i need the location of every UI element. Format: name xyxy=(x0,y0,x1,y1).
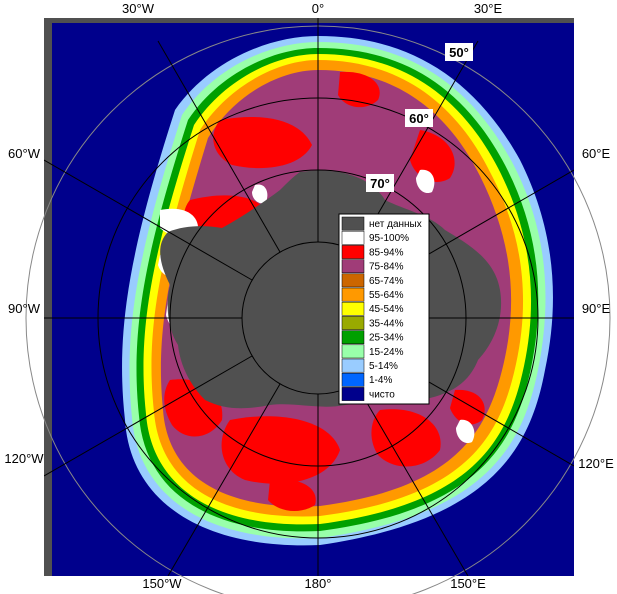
legend-label: чисто xyxy=(369,389,395,400)
lon-label-30e: 30°E xyxy=(474,1,503,16)
lon-label-60w: 60°W xyxy=(8,146,41,161)
lon-label-60e: 60°E xyxy=(582,146,611,161)
legend-swatch xyxy=(341,301,365,316)
legend-item: 65-74% xyxy=(341,273,404,288)
legend-item: чисто xyxy=(341,387,395,401)
lon-label-150w: 150°W xyxy=(142,576,182,591)
lat-label-70: 70° xyxy=(366,174,394,192)
legend-swatch xyxy=(341,344,365,359)
legend-item: 5-14% xyxy=(341,358,398,373)
legend-label: 25-34% xyxy=(369,333,404,344)
legend-swatch xyxy=(341,316,365,330)
lon-label-180: 180° xyxy=(305,576,332,591)
legend-label: 45-54% xyxy=(369,304,404,315)
lon-label-90e: 90°E xyxy=(582,301,611,316)
legend-item: 45-54% xyxy=(341,301,404,316)
lon-label-0: 0° xyxy=(312,1,324,16)
lon-label-150e: 150°E xyxy=(450,576,486,591)
legend-item: 15-24% xyxy=(341,344,404,359)
legend-item: 35-44% xyxy=(341,316,404,330)
legend-item: 1-4% xyxy=(341,372,392,387)
svg-text:70°: 70° xyxy=(370,176,390,191)
legend-swatch xyxy=(341,216,365,231)
legend-item: 85-94% xyxy=(341,245,404,259)
legend-swatch xyxy=(341,372,365,387)
legend-swatch xyxy=(341,230,365,245)
legend-label: 35-44% xyxy=(369,318,404,329)
legend-label: 95-100% xyxy=(369,233,409,244)
lat-label-60: 60° xyxy=(405,109,433,127)
legend-label: 75-84% xyxy=(369,262,404,273)
legend-swatch xyxy=(341,387,365,401)
legend-swatch xyxy=(341,358,365,373)
svg-text:60°: 60° xyxy=(409,111,429,126)
legend-label: 65-74% xyxy=(369,276,404,287)
legend-item: 25-34% xyxy=(341,330,404,345)
lat-label-50: 50° xyxy=(445,43,473,61)
legend-item: 95-100% xyxy=(341,230,409,245)
legend-swatch xyxy=(341,330,365,345)
no-data-strip-left xyxy=(44,18,52,576)
legend-item: 75-84% xyxy=(341,259,404,274)
legend-label: 15-24% xyxy=(369,347,404,358)
legend-swatch xyxy=(341,273,365,288)
lon-label-90w: 90°W xyxy=(8,301,41,316)
legend-label: 85-94% xyxy=(369,247,404,258)
lon-label-120e: 120°E xyxy=(578,456,614,471)
legend-item: 55-64% xyxy=(341,287,404,302)
legend: нет данных 95-100% 85-94% 75-84% 65-74% 55-64… xyxy=(338,213,430,405)
legend-swatch xyxy=(341,245,365,259)
no-data-strip-top xyxy=(44,18,574,23)
legend-label: 55-64% xyxy=(369,290,404,301)
legend-label: 1-4% xyxy=(369,375,392,386)
lon-label-30w: 30°W xyxy=(122,1,155,16)
legend-label: нет данных xyxy=(369,219,422,230)
svg-text:50°: 50° xyxy=(449,45,469,60)
legend-item: нет данных xyxy=(341,216,422,231)
lon-label-120w: 120°W xyxy=(4,451,44,466)
legend-label: 5-14% xyxy=(369,361,398,372)
legend-swatch xyxy=(341,287,365,302)
legend-swatch xyxy=(341,259,365,274)
